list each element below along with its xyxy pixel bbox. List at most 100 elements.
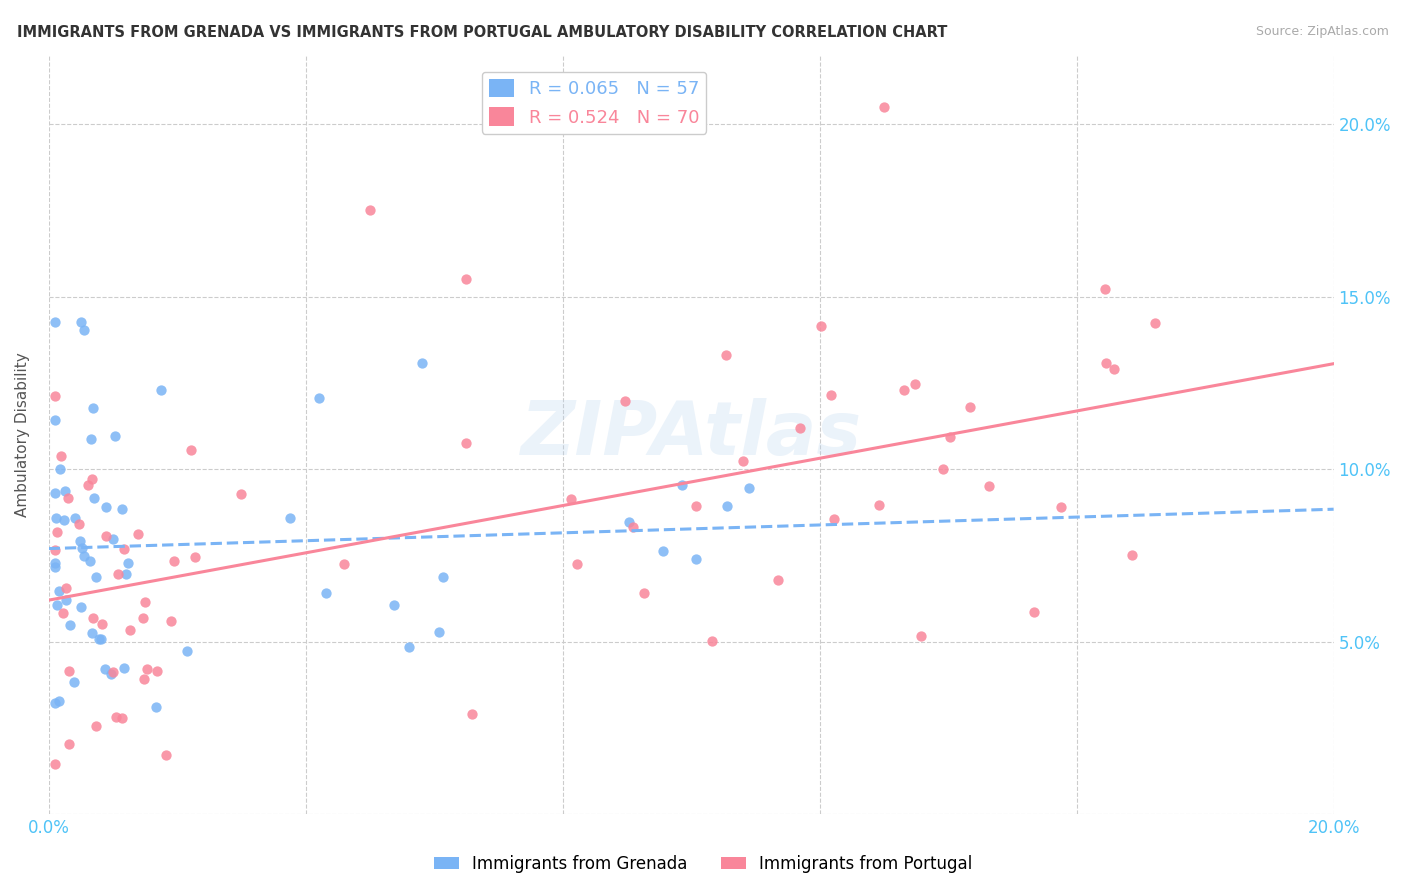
- Point: [45, 524, 67, 539]
- Point: [105, 710, 128, 724]
- Point: [44, 756, 66, 771]
- Point: [44, 389, 66, 403]
- Point: [90, 617, 112, 632]
- Point: [73, 323, 96, 337]
- Point: [55, 593, 77, 607]
- Point: [184, 549, 207, 564]
- Point: [1102, 361, 1125, 376]
- Point: [120, 623, 142, 637]
- Point: [117, 556, 139, 570]
- Point: [89, 632, 111, 646]
- Point: [733, 454, 755, 468]
- Point: [456, 272, 478, 286]
- Point: [714, 348, 737, 362]
- Point: [59, 617, 82, 632]
- Point: [432, 569, 454, 583]
- Point: [893, 383, 915, 397]
- Point: [132, 672, 155, 686]
- Point: [738, 481, 761, 495]
- Point: [868, 498, 890, 512]
- Point: [70, 315, 93, 329]
- Point: [652, 544, 675, 558]
- Point: [1095, 356, 1118, 370]
- Point: [44, 697, 66, 711]
- Point: [90, 632, 112, 647]
- Point: [411, 355, 433, 369]
- Point: [977, 478, 1000, 492]
- Point: [132, 610, 155, 624]
- Point: [70, 599, 93, 614]
- Point: [63, 675, 86, 690]
- Point: [52, 606, 75, 620]
- Point: [73, 549, 96, 564]
- Point: [80, 433, 103, 447]
- Point: [1094, 282, 1116, 296]
- Point: [176, 644, 198, 658]
- Point: [53, 513, 76, 527]
- Point: [84, 570, 107, 584]
- Point: [427, 624, 450, 639]
- Point: [44, 486, 66, 500]
- Legend: R = 0.065   N = 57, R = 0.524   N = 70: R = 0.065 N = 57, R = 0.524 N = 70: [482, 71, 706, 134]
- Point: [150, 383, 173, 397]
- Point: [1121, 548, 1143, 562]
- Point: [932, 461, 955, 475]
- Point: [613, 393, 636, 408]
- Point: [278, 511, 301, 525]
- Point: [560, 491, 582, 506]
- Point: [70, 541, 93, 555]
- Point: [789, 421, 811, 435]
- Point: [565, 557, 588, 571]
- Point: [461, 707, 484, 722]
- Point: [633, 586, 655, 600]
- Point: [766, 573, 789, 587]
- Point: [44, 316, 66, 330]
- Point: [80, 626, 103, 640]
- Point: [44, 560, 66, 574]
- Point: [145, 699, 167, 714]
- Point: [82, 611, 104, 625]
- Point: [163, 554, 186, 568]
- Point: [1049, 500, 1071, 515]
- Point: [619, 515, 641, 529]
- Point: [716, 499, 738, 513]
- Point: [159, 614, 181, 628]
- Point: [135, 662, 157, 676]
- Point: [51, 449, 73, 463]
- Point: [101, 532, 124, 546]
- Point: [359, 203, 381, 218]
- Point: [127, 527, 149, 541]
- Text: IMMIGRANTS FROM GRENADA VS IMMIGRANTS FROM PORTUGAL AMBULATORY DISABILITY CORREL: IMMIGRANTS FROM GRENADA VS IMMIGRANTS FR…: [17, 25, 948, 40]
- Point: [820, 387, 842, 401]
- Point: [671, 477, 693, 491]
- Point: [939, 429, 962, 443]
- Point: [79, 554, 101, 568]
- Point: [101, 665, 124, 680]
- Point: [810, 318, 832, 333]
- Point: [1022, 605, 1045, 619]
- Point: [46, 598, 69, 612]
- Point: [67, 517, 90, 532]
- Point: [382, 598, 405, 612]
- Point: [685, 499, 707, 513]
- Point: [77, 478, 100, 492]
- Point: [315, 586, 337, 600]
- Point: [44, 556, 66, 570]
- Point: [45, 511, 67, 525]
- Point: [823, 512, 845, 526]
- Point: [58, 664, 80, 678]
- Point: [621, 519, 644, 533]
- Point: [111, 502, 134, 516]
- Point: [134, 595, 156, 609]
- Point: [398, 640, 420, 654]
- Point: [107, 567, 129, 582]
- Point: [48, 583, 70, 598]
- Point: [112, 541, 135, 556]
- Point: [82, 472, 104, 486]
- Point: [94, 528, 117, 542]
- Point: [104, 429, 127, 443]
- Point: [456, 435, 478, 450]
- Point: [49, 462, 72, 476]
- Point: [53, 483, 76, 498]
- Point: [685, 552, 707, 566]
